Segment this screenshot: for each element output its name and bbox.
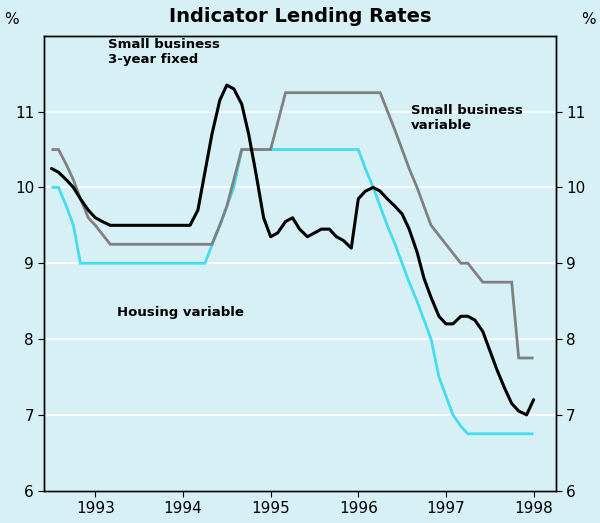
Text: Small business
3-year fixed: Small business 3-year fixed bbox=[109, 38, 220, 66]
Title: Indicator Lending Rates: Indicator Lending Rates bbox=[169, 7, 431, 26]
Text: %: % bbox=[581, 12, 596, 27]
Text: Small business
variable: Small business variable bbox=[411, 104, 523, 132]
Text: %: % bbox=[4, 12, 19, 27]
Text: Housing variable: Housing variable bbox=[117, 306, 244, 319]
